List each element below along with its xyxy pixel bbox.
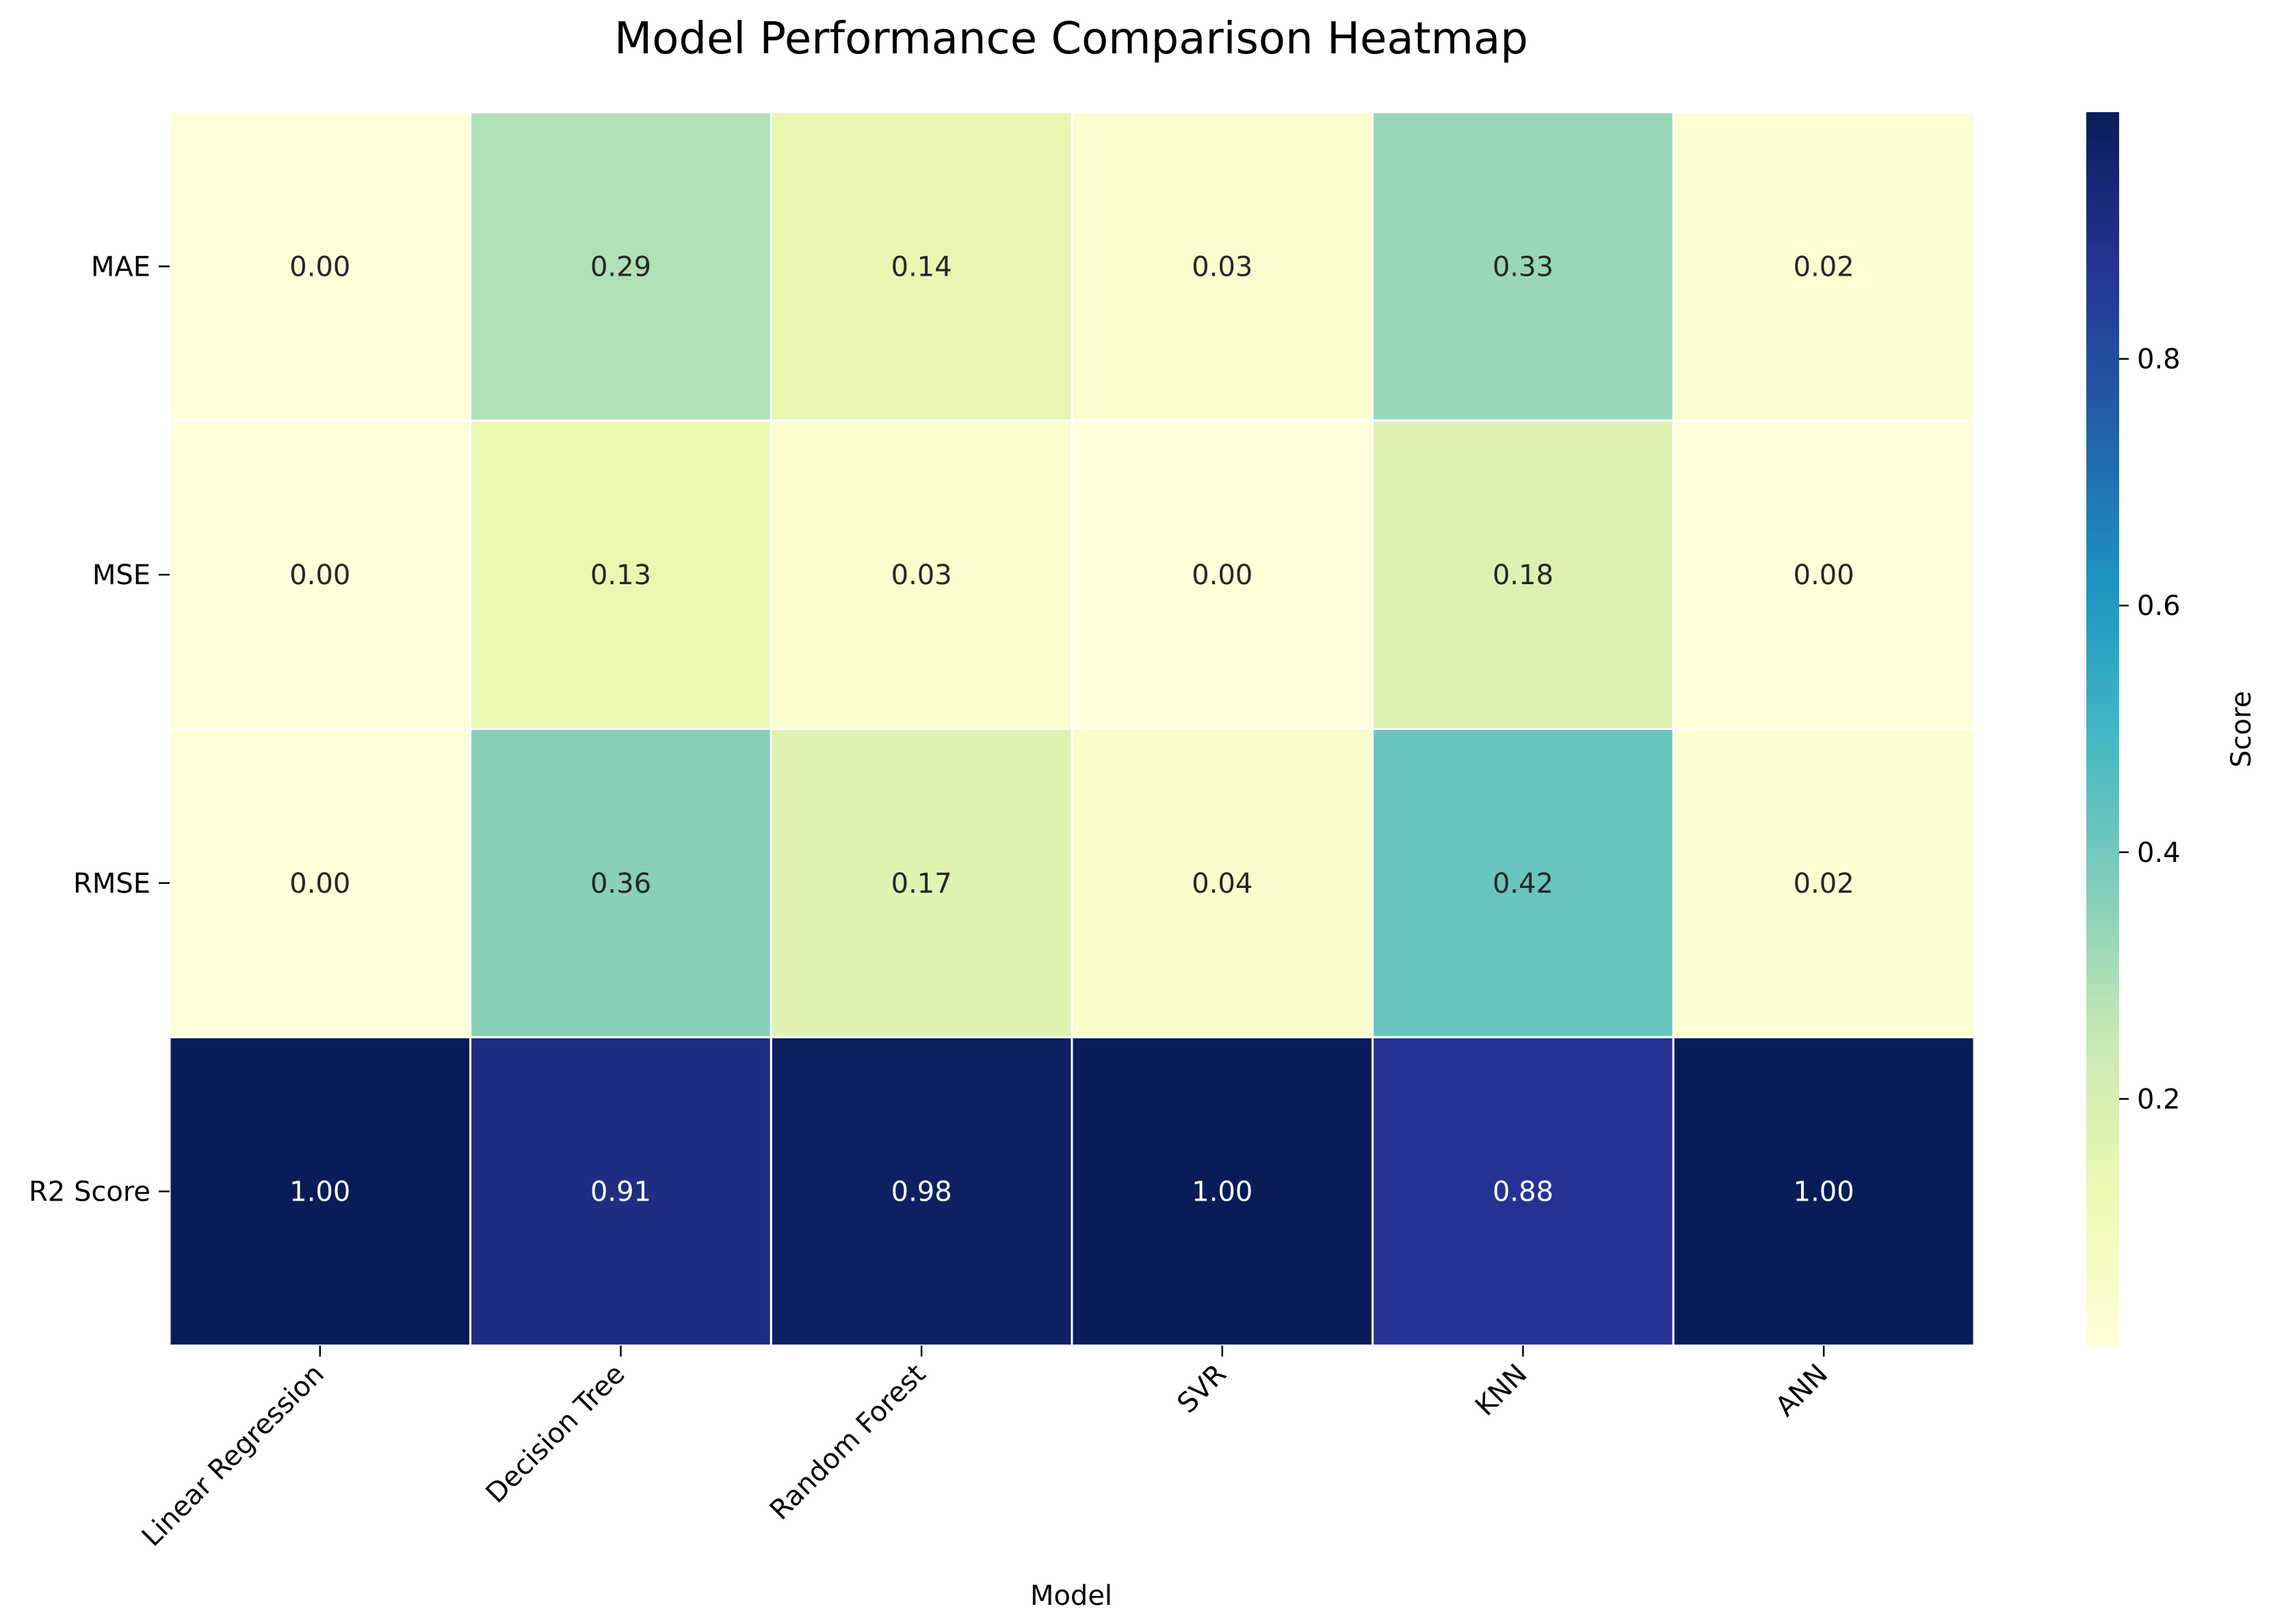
heatmap-cells: [168, 111, 1975, 1347]
heatmap-cell: [168, 111, 472, 422]
cell-value-label: 0.03: [891, 560, 952, 591]
cell-value-label: 0.03: [1192, 251, 1252, 283]
colorbar-label: Score: [2226, 691, 2257, 768]
cell-value-label: 1.00: [1794, 1177, 1854, 1208]
cell-value-label: 0.00: [1794, 560, 1854, 591]
heatmap-cell: [1071, 728, 1374, 1038]
heatmap-cell: [770, 1036, 1073, 1347]
heatmap-cell: [1071, 111, 1374, 422]
heatmap-cell: [469, 111, 772, 422]
y-tick-label: MAE: [91, 251, 150, 283]
colorbar-tick-label: 0.4: [2137, 837, 2181, 869]
heatmap-cell: [770, 728, 1073, 1038]
cell-value-label: 0.00: [289, 251, 350, 283]
cell-value-label: 0.42: [1493, 868, 1553, 900]
heatmap-cell: [469, 419, 772, 730]
cell-value-label: 0.91: [590, 1177, 651, 1208]
heatmap-cell: [168, 1036, 472, 1347]
cell-value-label: 0.14: [891, 251, 952, 283]
cell-value-label: 0.17: [891, 868, 952, 900]
x-tick-label: Linear Regression: [136, 1359, 330, 1553]
cell-value-label: 0.33: [1493, 251, 1553, 283]
y-tick-label: RMSE: [73, 868, 150, 900]
x-axis-label: Model: [1030, 1580, 1112, 1612]
colorbar-tick-label: 0.6: [2137, 590, 2181, 622]
heatmap-cell: [168, 728, 472, 1038]
heatmap-cell: [1371, 1036, 1675, 1347]
cell-value-label: 0.04: [1192, 868, 1252, 900]
cell-value-label: 0.00: [1192, 560, 1252, 591]
chart-title: Model Performance Comparison Heatmap: [614, 14, 1528, 64]
heatmap-cell: [469, 728, 772, 1038]
heatmap-cell: [1672, 111, 1975, 422]
colorbar-gradient: [2086, 112, 2119, 1346]
x-tick-label: ANN: [1770, 1359, 1834, 1423]
colorbar-tick-label: 0.8: [2137, 344, 2181, 376]
cell-value-label: 0.98: [891, 1177, 952, 1208]
cell-value-label: 0.13: [590, 560, 651, 591]
heatmap-cell-labels: 0.00 0.29 0.14 0.03 0.33 0.02 0.00 0.13 0.03 0.00…: [289, 251, 1854, 1207]
cell-value-label: 0.02: [1794, 251, 1854, 283]
colorbar-ticks: 0.2 0.4 0.6 0.8: [2119, 344, 2181, 1115]
heatmap-cell: [1071, 419, 1374, 730]
cell-value-label: 0.00: [289, 560, 350, 591]
cell-value-label: 0.18: [1493, 560, 1553, 591]
heatmap-cell: [770, 111, 1073, 422]
cell-value-label: 1.00: [289, 1177, 350, 1208]
y-axis: MAE MSE RMSE R2 Score: [29, 251, 170, 1208]
heatmap-cell: [1672, 728, 1975, 1038]
heatmap-cell: [469, 1036, 772, 1347]
colorbar-tick-label: 0.2: [2137, 1084, 2181, 1115]
x-tick-label: Random Forest: [764, 1359, 932, 1526]
x-axis: Linear Regression Decision Tree Random For…: [136, 1346, 1834, 1553]
x-tick-label: Decision Tree: [480, 1359, 631, 1510]
y-tick-label: R2 Score: [29, 1177, 150, 1208]
heatmap-cell: [168, 419, 472, 730]
x-tick-label: KNN: [1469, 1359, 1533, 1422]
heatmap-cell: [1672, 419, 1975, 730]
x-tick-label: SVR: [1171, 1359, 1232, 1419]
cell-value-label: 1.00: [1192, 1177, 1252, 1208]
cell-value-label: 0.36: [590, 868, 651, 900]
cell-value-label: 0.02: [1794, 868, 1854, 900]
heatmap-cell: [1371, 111, 1675, 422]
heatmap-cell: [1672, 1036, 1975, 1347]
colorbar: 0.2 0.4 0.6 0.8 Score: [2086, 112, 2257, 1346]
y-tick-label: MSE: [92, 560, 150, 591]
heatmap-cell: [1071, 1036, 1374, 1347]
heatmap-cell: [1371, 728, 1675, 1038]
cell-value-label: 0.29: [590, 251, 651, 283]
cell-value-label: 0.00: [289, 868, 350, 900]
cell-value-label: 0.88: [1493, 1177, 1553, 1208]
